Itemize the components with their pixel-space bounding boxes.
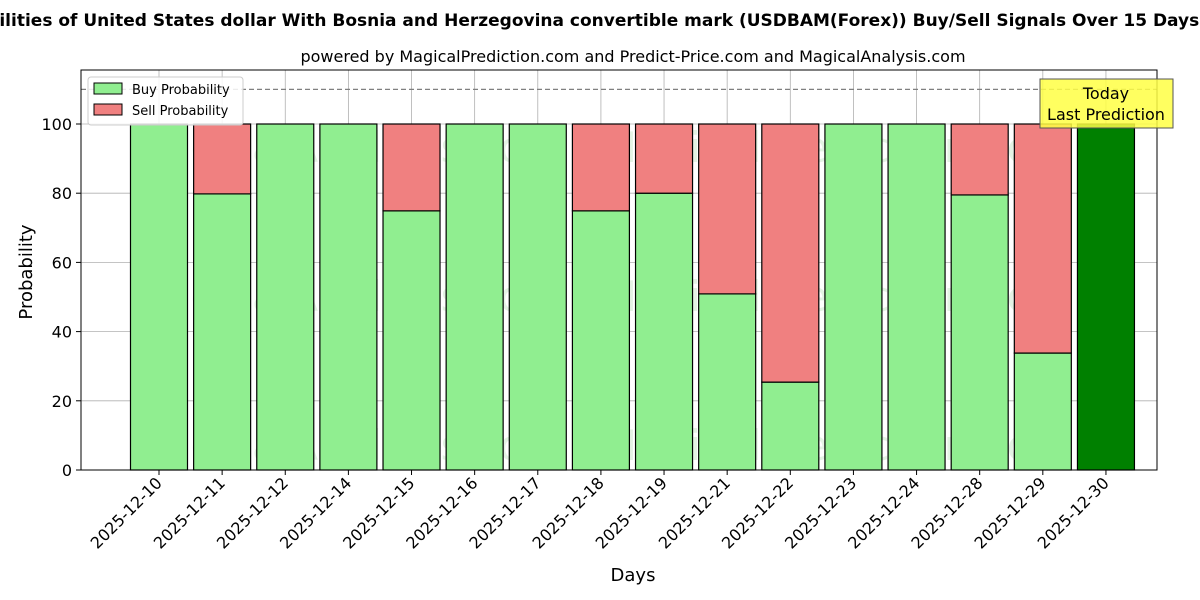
y-tick-label: 40 <box>52 323 72 342</box>
y-tick-label: 0 <box>62 461 72 480</box>
buy-bar <box>129 123 189 471</box>
buy-bar <box>698 293 757 471</box>
sell-bar <box>698 123 757 295</box>
y-tick-label: 80 <box>52 184 72 203</box>
buy-bar <box>445 123 504 471</box>
plot-frame <box>80 69 1158 471</box>
buy-bar <box>1076 123 1136 471</box>
legend-sell-label: Sell Probability <box>132 104 229 119</box>
legend-buy-label: Buy Probability <box>132 83 230 98</box>
sell-bar <box>1013 123 1072 354</box>
buy-bar <box>1013 352 1072 471</box>
buy-bar <box>382 210 441 471</box>
buy-bar <box>571 210 631 471</box>
y-tick-label: 100 <box>41 115 72 134</box>
sell-bar <box>382 123 441 212</box>
x-axis-label: Days <box>611 565 656 586</box>
y-tick-label: 60 <box>52 253 72 272</box>
y-axis-label: Probability <box>16 224 37 319</box>
buy-bar <box>256 123 315 471</box>
sell-bar <box>193 123 252 195</box>
legend-sell-swatch <box>93 103 123 116</box>
x-axis: 2025-12-102025-12-112025-12-122025-12-14… <box>87 470 1113 553</box>
annotation-line2: Last Prediction <box>1047 105 1165 124</box>
y-tick-label: 20 <box>52 392 72 411</box>
buy-bar <box>319 123 378 471</box>
legend-buy-swatch <box>93 82 123 95</box>
sell-bar <box>761 123 820 383</box>
chart-title: Probabilities of United States dollar Wi… <box>0 11 1200 31</box>
today-annotation: Today Last Prediction <box>1039 78 1174 129</box>
bar-series <box>129 123 1136 471</box>
sell-bar <box>950 123 1009 196</box>
sell-bar <box>634 123 694 194</box>
buy-bar <box>950 194 1009 471</box>
buy-bar <box>193 193 252 471</box>
buy-bar <box>508 123 567 471</box>
buy-bar <box>634 192 694 471</box>
buy-bar <box>887 123 946 471</box>
buy-bar <box>824 123 883 471</box>
chart-subtitle: powered by MagicalPrediction.com and Pre… <box>300 47 965 66</box>
legend: Buy Probability Sell Probability <box>87 76 244 126</box>
annotation-line1: Today <box>1082 84 1129 103</box>
sell-bar <box>571 123 631 212</box>
y-axis: 0 20 40 60 80 100 <box>41 115 81 480</box>
buy-bar <box>761 381 820 471</box>
